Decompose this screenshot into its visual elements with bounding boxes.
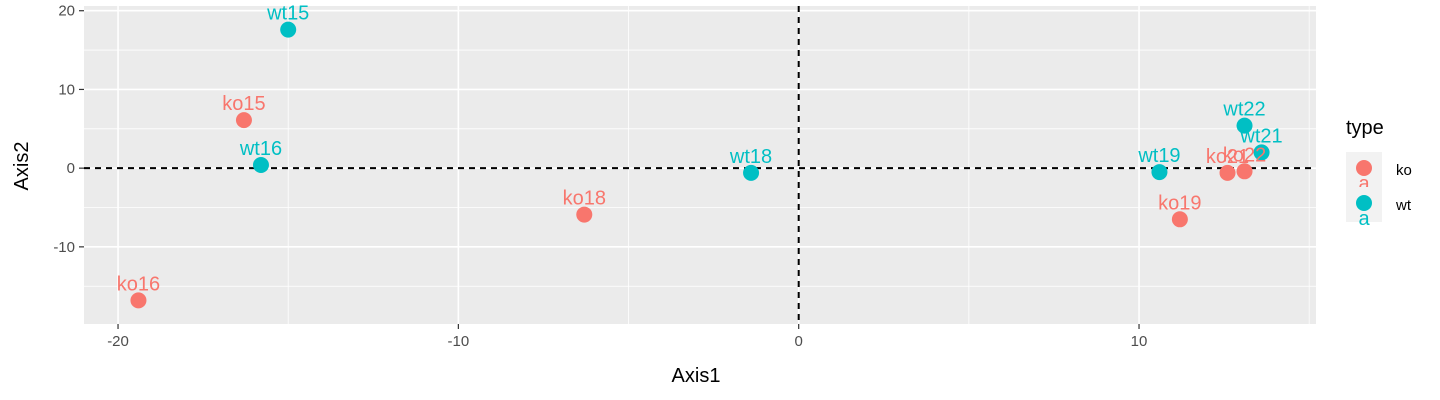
point-label: wt19 [1137,145,1180,167]
x-tick-label: -20 [107,333,129,350]
data-point [576,206,593,223]
point-label: ko18 [563,188,606,210]
data-point [280,21,297,38]
legend-title: type [1346,117,1384,139]
data-point [1253,144,1270,161]
point-label: ko15 [222,93,265,115]
minor-gridlines [84,6,1316,324]
point-label: ko21 [1206,146,1249,168]
data-point [1219,164,1236,181]
y-axis-title: Axis2 [11,142,33,191]
data-point [130,292,147,309]
plot-panel [84,6,1316,324]
point-label: wt18 [729,146,772,168]
data-point [1171,211,1188,228]
y-tick-label: -10 [53,239,75,256]
point-label: wt21 [1239,125,1282,147]
y-tick-label: 20 [58,3,75,20]
legend-label: wt [1395,197,1412,214]
y-tick-label: 10 [58,81,75,98]
x-axis-title: Axis1 [672,365,721,387]
legend-key-dot [1356,160,1372,176]
x-tick-label: 10 [1131,333,1148,350]
legend-label: ko [1396,162,1412,179]
x-tick-label: 0 [795,333,803,350]
data-point [235,112,252,129]
point-label: ko19 [1158,192,1201,214]
legend-key-dot [1356,195,1372,211]
y-tick-label: 0 [67,160,75,177]
data-point [252,157,269,173]
reference-lines [84,6,1316,324]
point-label: wt22 [1222,99,1265,121]
data-points [130,21,1270,309]
legend-key-glyph: a [1358,208,1370,230]
point-label: ko22 [1223,144,1266,166]
data-point [743,164,760,181]
data-point [1151,164,1168,181]
axes: -20 -10 0 10 -10 0 10 20 [53,3,1147,350]
data-point [1236,117,1253,134]
point-label: ko16 [117,273,160,295]
point-label: wt16 [239,138,282,160]
point-labels: wt15 ko15 wt16 ko16 ko18 wt18 wt19 ko19 ko21ko22… [117,3,1283,296]
point-label: wt15 [266,3,309,25]
data-point [1236,163,1253,180]
x-tick-label: -10 [448,333,470,350]
